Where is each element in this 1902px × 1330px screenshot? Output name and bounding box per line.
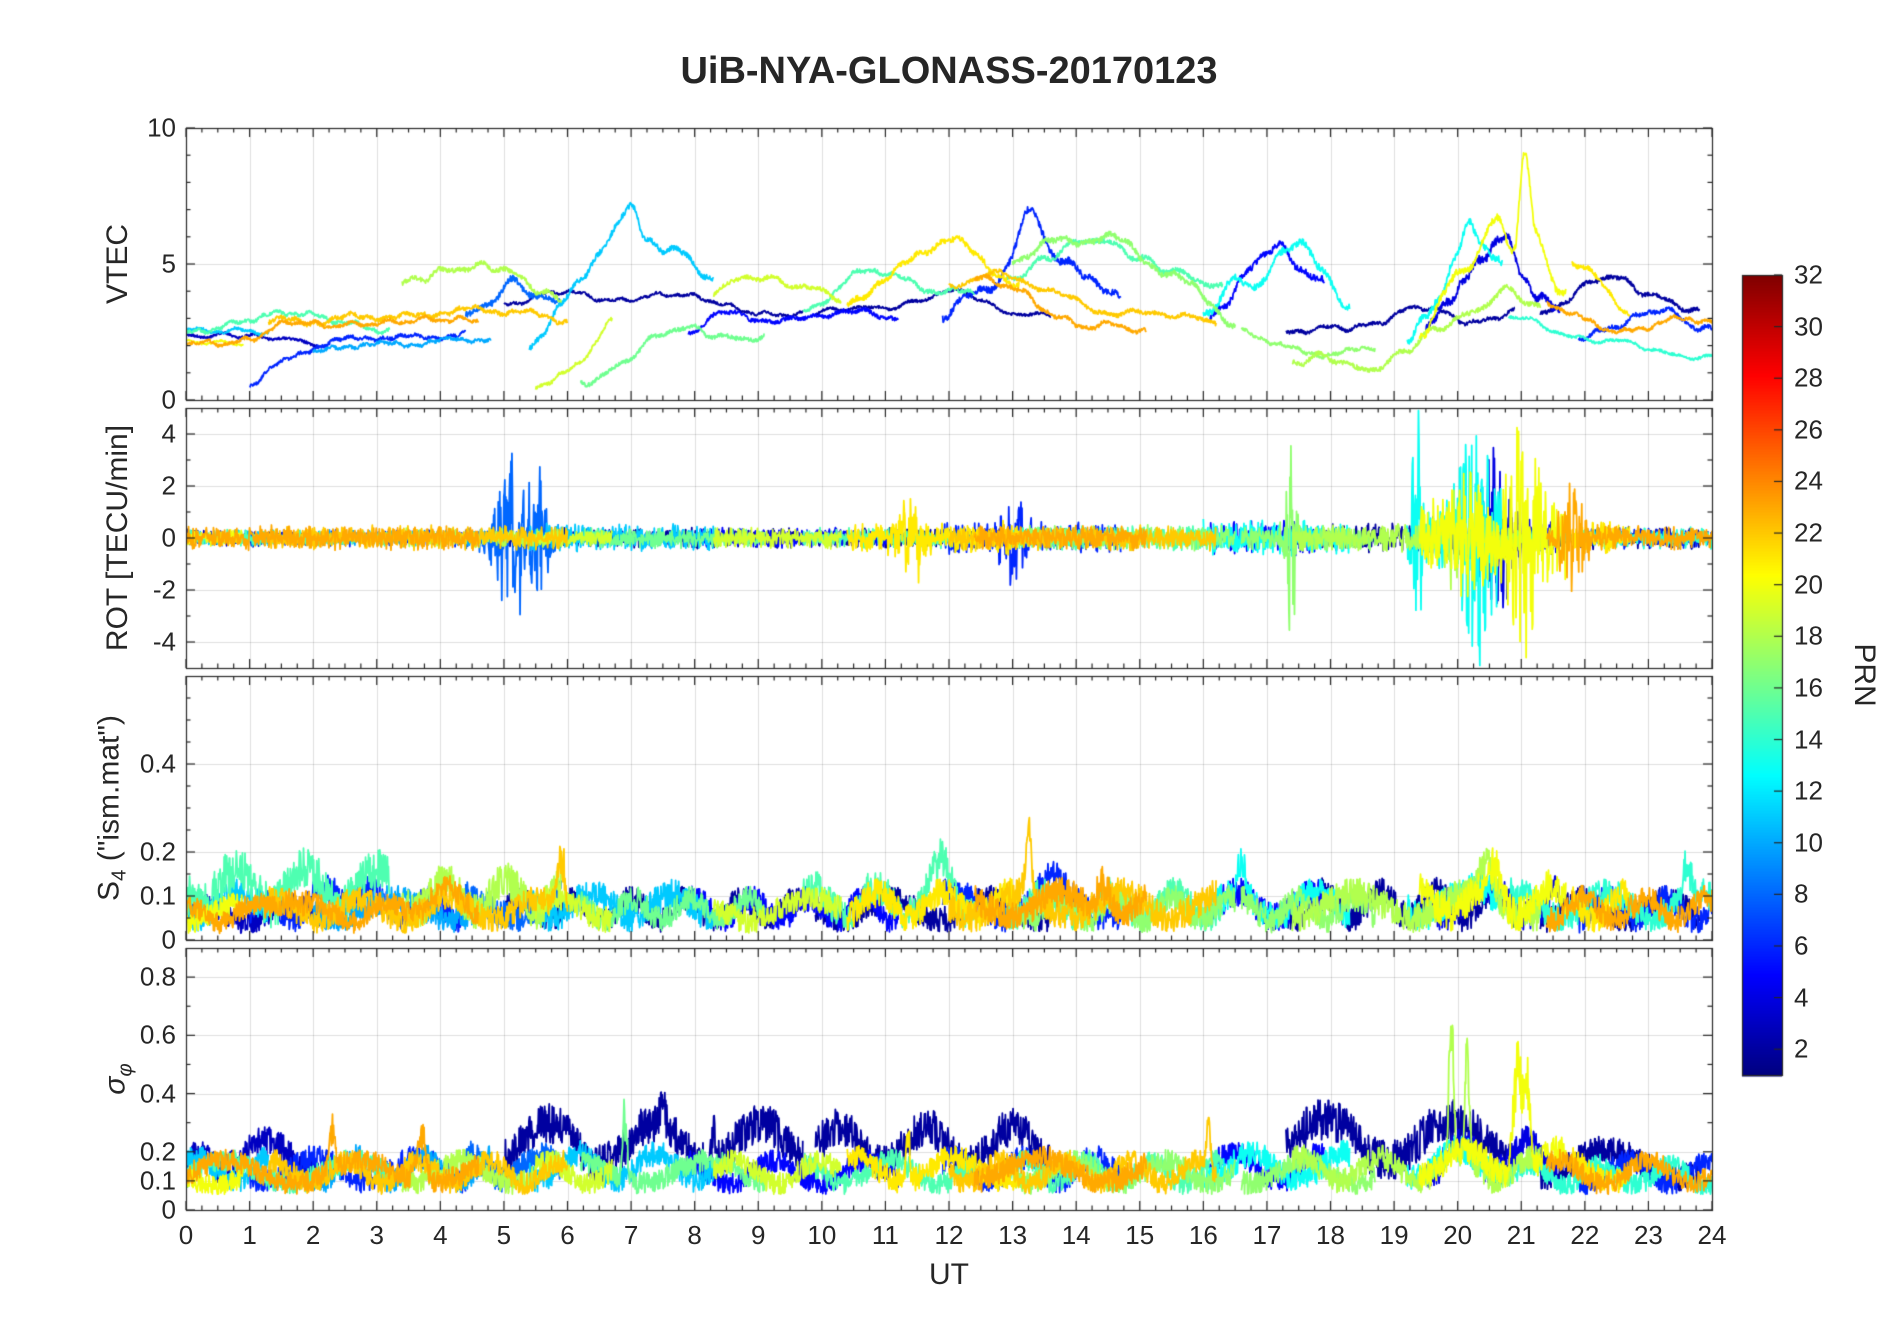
- x-tick-label: 24: [1697, 1220, 1727, 1250]
- x-tick-label: 8: [687, 1220, 702, 1250]
- x-tick-label: 12: [934, 1220, 964, 1250]
- y-tick-label-panel3: 0.2: [139, 836, 176, 867]
- ylabel-sigma-phi: σφ: [99, 1063, 138, 1094]
- colorbar-tick-label: 4: [1794, 982, 1809, 1013]
- x-tick-label: 5: [496, 1220, 512, 1250]
- x-tick-label: 6: [560, 1220, 575, 1250]
- x-tick-label: 15: [1125, 1220, 1155, 1250]
- x-tick-label: 9: [751, 1220, 766, 1250]
- x-tick-label: 2: [305, 1220, 321, 1250]
- colorbar-tick-label: 16: [1794, 672, 1823, 703]
- colorbar-tick-label: 10: [1794, 827, 1823, 858]
- x-tick-label: 21: [1506, 1220, 1536, 1250]
- y-tick-label-panel3: 0: [161, 924, 176, 955]
- y-tick-label-panel2: 4: [161, 418, 176, 449]
- x-tick-label: 1: [242, 1220, 257, 1250]
- x-tick-label: 7: [623, 1220, 639, 1250]
- y-tick-label-panel3: 0.1: [139, 880, 176, 911]
- x-tick-label: 20: [1443, 1220, 1473, 1250]
- ylabel-s4: S4 ("ism.mat"): [93, 715, 132, 901]
- colorbar-tick-label: 18: [1794, 620, 1823, 651]
- ylabel-vtec: VTEC: [101, 223, 134, 305]
- x-tick-label: 10: [807, 1220, 837, 1250]
- colorbar-tick-label: 24: [1794, 465, 1823, 496]
- x-tick-label: 0: [178, 1220, 194, 1250]
- y-tick-label-panel2: 2: [161, 470, 176, 501]
- phi-subscript: φ: [114, 1063, 137, 1077]
- colorbar-label-prn: PRN: [1848, 643, 1881, 707]
- s4-symbol: S: [92, 880, 126, 901]
- y-tick-label-panel2: -2: [152, 574, 176, 605]
- y-tick-label-panel4: 0: [161, 1194, 176, 1225]
- x-tick-label: 18: [1316, 1220, 1345, 1250]
- y-tick-label-panel1: 0: [161, 384, 176, 415]
- y-tick-label-panel1: 5: [161, 248, 176, 279]
- chart-title: UiB-NYA-GLONASS-20170123: [680, 50, 1218, 92]
- colorbar-tick-label: 8: [1794, 878, 1809, 909]
- x-tick-label: 17: [1252, 1220, 1282, 1250]
- sigma-symbol: σ: [98, 1076, 132, 1095]
- y-tick-label-panel4: 0.8: [139, 961, 176, 992]
- x-tick-label: 13: [998, 1220, 1028, 1250]
- x-tick-label: 19: [1379, 1220, 1409, 1250]
- x-tick-label: 11: [871, 1220, 899, 1250]
- s4-subscript: 4: [108, 869, 131, 881]
- y-tick-label-panel1: 10: [147, 112, 176, 143]
- colorbar-tick-label: 2: [1794, 1033, 1809, 1064]
- s4-suffix: ("ism.mat"): [92, 715, 126, 870]
- x-tick-label: 22: [1570, 1220, 1600, 1250]
- colorbar-tick-label: 14: [1794, 724, 1823, 755]
- ylabel-rot: ROT [TECU/min]: [101, 424, 134, 652]
- x-tick-label: 3: [369, 1220, 384, 1250]
- y-tick-label-panel4: 0.2: [139, 1136, 176, 1167]
- x-tick-label: 16: [1188, 1220, 1218, 1250]
- x-tick-label: 4: [433, 1220, 448, 1250]
- y-tick-label-panel4: 0.4: [139, 1078, 176, 1109]
- colorbar-tick-label: 30: [1794, 311, 1823, 342]
- colorbar-tick-label: 20: [1794, 569, 1823, 600]
- colorbar-tick-label: 32: [1794, 259, 1823, 290]
- colorbar-tick-label: 22: [1794, 517, 1823, 548]
- y-tick-label-panel3: 0.4: [139, 748, 176, 779]
- y-tick-label-panel4: 0.6: [139, 1019, 176, 1050]
- y-tick-label-panel4: 0.1: [139, 1165, 176, 1196]
- colorbar-tick-label: 12: [1794, 775, 1823, 806]
- colorbar-tick-label: 28: [1794, 362, 1823, 393]
- x-tick-label: 14: [1061, 1220, 1091, 1250]
- y-tick-label-panel2: 0: [161, 522, 176, 553]
- y-tick-label-panel2: -4: [152, 626, 176, 657]
- colorbar-tick-label: 26: [1794, 414, 1823, 445]
- xlabel-ut: UT: [929, 1258, 969, 1291]
- x-tick-label: 23: [1633, 1220, 1663, 1250]
- colorbar-tick-label: 6: [1794, 930, 1809, 961]
